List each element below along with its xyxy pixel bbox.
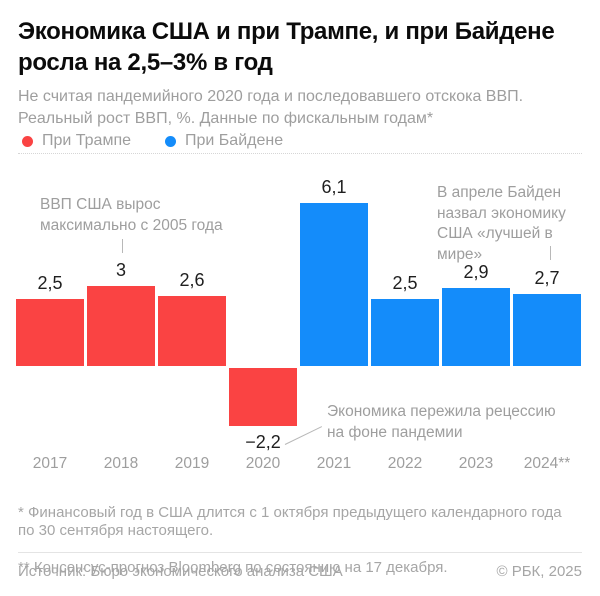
legend: При Трампе При Байдене <box>22 132 283 150</box>
chart-subtitle: Не считая пандемийного 2020 года и после… <box>18 88 524 127</box>
source-credit: Источник: Бюро экономического анализа СШ… <box>18 563 343 580</box>
footer: Источник: Бюро экономического анализа СШ… <box>18 563 582 580</box>
legend-divider <box>18 153 582 154</box>
page-title: Экономика США и при Трампе, и при Байден… <box>18 18 555 76</box>
x-axis-label-2022: 2022 <box>387 455 423 472</box>
footer-divider <box>18 552 582 553</box>
value-label-2021: 6,1 <box>321 176 347 197</box>
bar-2019 <box>158 296 226 366</box>
legend-item-biden: При Байдене <box>165 132 283 150</box>
value-label-2017: 2,5 <box>37 273 63 293</box>
annotation-tick-2018 <box>122 239 123 253</box>
bar-2018 <box>87 285 155 366</box>
bar-2021 <box>300 202 368 366</box>
x-axis-label-2023: 2023 <box>458 455 494 472</box>
value-label-2022: 2,5 <box>392 273 418 293</box>
x-axis-label-2024: 2024** <box>523 455 571 472</box>
annotation-tick-2024 <box>550 246 551 260</box>
biden-legend-label: При Байдене <box>185 132 284 149</box>
footnotes: * Финансовый год в США длится с 1 октябр… <box>18 486 584 595</box>
trump-legend-label: При Трампе <box>42 132 132 149</box>
footnote-fiscal-year: * Финансовый год в США длится с 1 октябр… <box>18 504 562 540</box>
legend-item-trump: При Трампе <box>22 132 131 150</box>
x-axis-label-2021: 2021 <box>316 455 352 472</box>
x-axis-label-2018: 2018 <box>103 455 139 472</box>
annotation-biden-quote: В апреле Байден назвал экономику США «лу… <box>437 184 566 263</box>
annotation-gdp-max: ВВП США вырос максимально с 2005 года <box>40 196 223 234</box>
x-axis-label-2019: 2019 <box>174 455 210 472</box>
bar-2024 <box>513 293 581 366</box>
annotation-recession: Экономика пережила рецессию на фоне панд… <box>327 403 556 441</box>
x-axis-label-2020: 2020 <box>245 455 281 472</box>
value-label-2024: 2,7 <box>534 267 560 288</box>
x-axis-label-2017: 2017 <box>32 455 68 472</box>
value-label-2018: 3 <box>115 259 126 280</box>
bar-2023 <box>442 288 510 366</box>
value-label-2020: −2,2 <box>245 432 281 453</box>
bar-2020 <box>229 367 297 427</box>
bar-2017 <box>16 299 84 366</box>
value-label-2023: 2,9 <box>463 262 489 283</box>
bar-2022 <box>371 299 439 366</box>
biden-legend-dot-icon <box>165 135 177 147</box>
trump-legend-dot-icon <box>22 135 33 147</box>
copyright: © РБК, 2025 <box>496 563 582 580</box>
footnote-forecast: ** Консенсус-прогноз Bloomberg по состоя… <box>18 558 448 576</box>
value-label-2019: 2,6 <box>179 270 205 291</box>
